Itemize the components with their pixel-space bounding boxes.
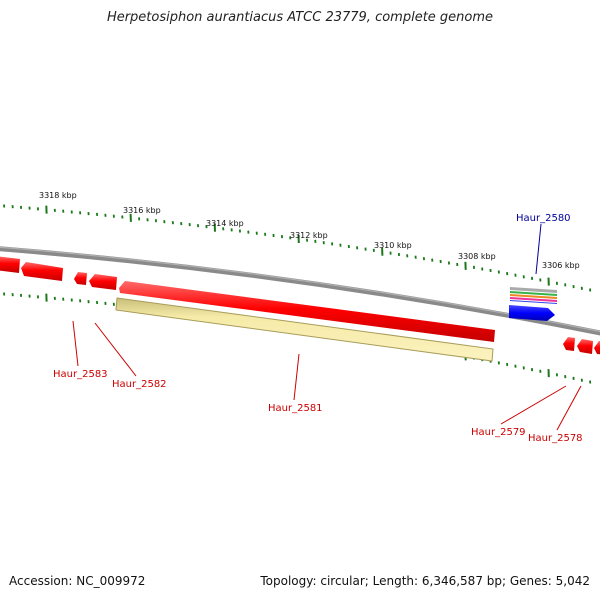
gene-arrow-haur-2582[interactable] — [89, 274, 117, 290]
gene-arrow-haur-2583[interactable] — [21, 262, 63, 281]
gene-arrow-left-1[interactable] — [0, 256, 20, 273]
tick-label: 3314 kbp — [206, 219, 244, 228]
label-line-haur-2581 — [293, 353, 300, 401]
gene-label-haur-2583[interactable]: Haur_2583 — [53, 369, 108, 380]
rna-arrow-blue[interactable] — [509, 305, 555, 321]
genome-summary: Topology: circular; Length: 6,346,587 bp… — [260, 574, 590, 588]
tick-label: 3306 kbp — [542, 261, 580, 270]
label-line-haur-2578 — [556, 385, 582, 431]
label-line-haur-2583 — [72, 320, 79, 367]
gene-arrow-haur-2579[interactable] — [563, 337, 575, 351]
label-line-haur-2580 — [535, 223, 542, 275]
tick-label: 3316 kbp — [123, 206, 161, 215]
outer-tick-row — [3, 204, 592, 292]
gene-label-haur-2579[interactable]: Haur_2579 — [471, 427, 526, 438]
gene-arrow-small[interactable] — [74, 272, 87, 285]
tick-label: 3310 kbp — [374, 241, 412, 250]
gene-arrow-haur-2581[interactable] — [119, 281, 495, 342]
tick-label: 3312 kbp — [290, 231, 328, 240]
rna-feature-stack-haur-2580[interactable] — [510, 287, 557, 304]
tick-label: 3318 kbp — [39, 191, 77, 200]
label-line-haur-2582 — [94, 322, 137, 377]
label-line-haur-2579 — [500, 385, 567, 425]
gene-label-haur-2580[interactable]: Haur_2580 — [516, 213, 571, 224]
accession-label: Accession: NC_009972 — [9, 574, 146, 588]
gene-label-haur-2581[interactable]: Haur_2581 — [268, 403, 323, 414]
gene-label-haur-2578[interactable]: Haur_2578 — [528, 433, 583, 444]
feature-haur-2581-pseudo[interactable] — [115, 297, 494, 362]
gene-arrow-haur-2578[interactable] — [577, 339, 593, 354]
tick-label: 3308 kbp — [458, 252, 496, 261]
gene-arrow-right-edge[interactable] — [594, 341, 600, 355]
gene-label-haur-2582[interactable]: Haur_2582 — [112, 379, 167, 390]
map-title: Herpetosiphon aurantiacus ATCC 23779, co… — [106, 10, 494, 25]
